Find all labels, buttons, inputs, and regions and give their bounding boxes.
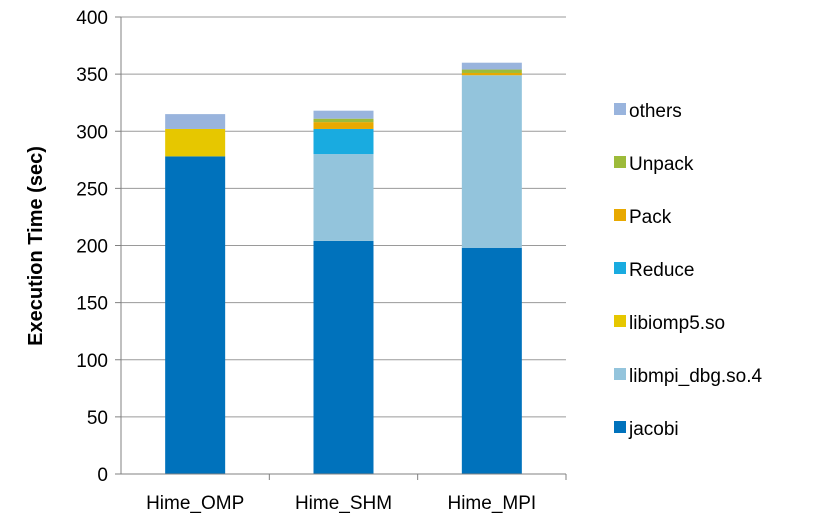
bar-Hime_OMP-jacobi [165,156,226,474]
x-tick-label: Hime_MPI [447,493,536,514]
bar-Hime_MPI-Unpack [461,69,522,73]
bar-Hime_MPI-libmpi_dbg.so.4 [461,75,522,248]
bar-Hime_OMP-others [165,114,226,129]
legend-item-Unpack: Unpack [614,154,694,175]
legend-swatch [614,103,626,115]
y-tick-label: 250 [76,179,108,200]
x-tick-label: Hime_SHM [295,493,392,514]
bar-Hime_SHM-Pack [313,122,374,129]
y-tick-labels: 0 50 100 150 200 250 300 350 400 [76,8,108,486]
y-tick-label: 0 [97,465,108,486]
legend-swatch [614,262,626,274]
legend-swatch [614,315,626,327]
legend-swatch [614,368,626,380]
y-tick-label: 50 [87,408,108,429]
bar-Hime_OMP-libiomp5.so [165,128,226,157]
legend: others Unpack Pack Reduce libiomp5.so libmpi_… [614,101,763,440]
legend-label: libiomp5.so [629,313,725,334]
bar-Hime_SHM-jacobi [313,240,374,474]
legend-item-libmpi_dbg.so.4: libmpi_dbg.so.4 [614,366,763,387]
legend-swatch [614,421,626,433]
bar-Hime_SHM-Reduce [313,128,374,155]
y-tick-label: 150 [76,294,108,315]
y-tick-label: 400 [76,8,108,29]
legend-swatch [614,209,626,221]
y-axis-label: Execution Time (sec) [25,146,47,346]
legend-item-Pack: Pack [614,207,672,228]
y-tick-label: 200 [76,237,108,258]
bars [165,62,522,474]
bar-Hime_MPI-jacobi [461,247,522,474]
legend-item-jacobi: jacobi [614,419,679,440]
x-tick-labels: Hime_OMP Hime_SHM Hime_MPI [146,493,536,514]
bar-Hime_SHM-Unpack [313,118,374,123]
bar-Hime_MPI-Pack [461,72,522,76]
legend-label: Reduce [629,260,695,281]
y-tick-label: 300 [76,122,108,143]
legend-label: libmpi_dbg.so.4 [629,366,763,387]
legend-label: Unpack [629,154,694,175]
legend-label: others [629,101,682,122]
legend-label: Pack [629,207,672,228]
bar-Hime_MPI-others [461,62,522,70]
legend-item-libiomp5.so: libiomp5.so [614,313,725,334]
axes [120,17,567,480]
x-tick-label: Hime_OMP [146,493,244,514]
legend-item-others: others [614,101,682,122]
legend-item-Reduce: Reduce [614,260,695,281]
y-tick-label: 350 [76,65,108,86]
y-tick-label: 100 [76,351,108,372]
legend-label: jacobi [628,419,679,440]
legend-swatch [614,156,626,168]
bar-Hime_SHM-libmpi_dbg.so.4 [313,154,374,241]
bar-Hime_SHM-others [313,110,374,119]
